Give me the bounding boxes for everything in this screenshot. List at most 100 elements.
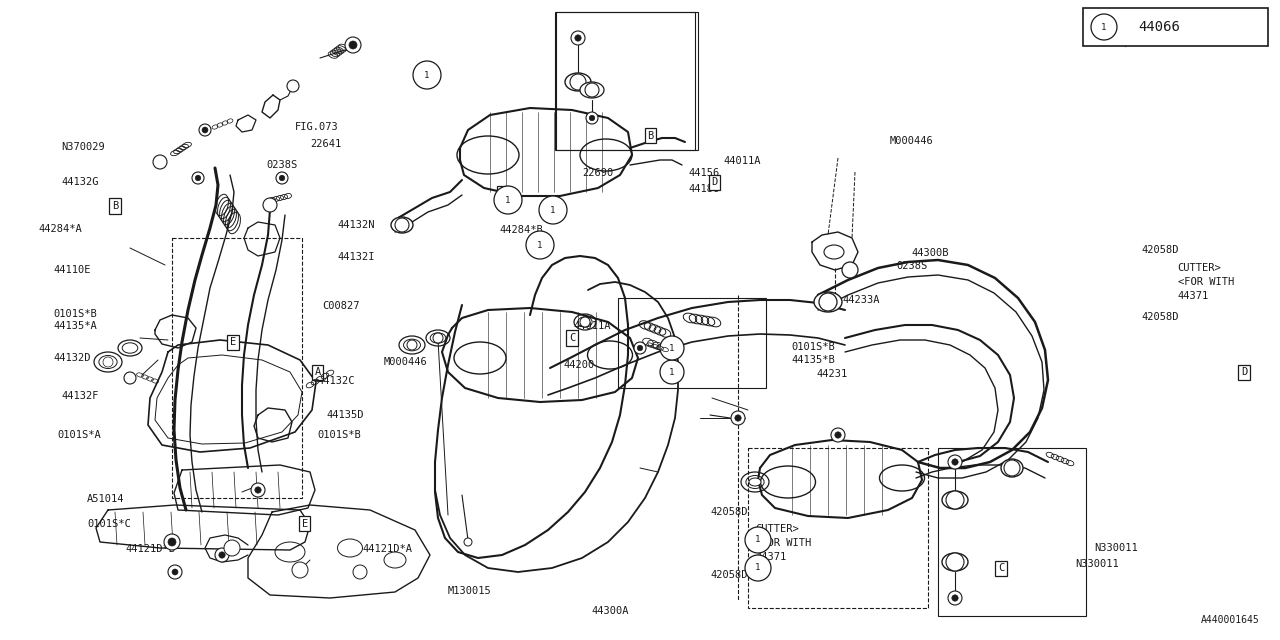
Ellipse shape — [1001, 459, 1023, 477]
Text: A: A — [315, 367, 320, 378]
Text: N330011: N330011 — [1075, 559, 1119, 570]
Circle shape — [124, 372, 136, 384]
Circle shape — [262, 198, 276, 212]
Text: 44156: 44156 — [689, 168, 719, 178]
Text: 44066: 44066 — [1138, 20, 1180, 34]
Circle shape — [196, 175, 201, 180]
Ellipse shape — [942, 491, 968, 509]
Circle shape — [202, 127, 209, 133]
Circle shape — [102, 357, 113, 367]
Ellipse shape — [564, 73, 591, 91]
Circle shape — [634, 342, 646, 354]
Text: 1: 1 — [1101, 22, 1107, 31]
Text: 42058D: 42058D — [1142, 244, 1179, 255]
Text: 0101S*C: 0101S*C — [87, 518, 131, 529]
Text: M000446: M000446 — [384, 356, 428, 367]
Bar — [556, 12, 698, 150]
Circle shape — [831, 428, 845, 442]
Text: 42058D: 42058D — [710, 507, 748, 517]
Circle shape — [580, 317, 590, 327]
Circle shape — [168, 538, 177, 546]
Circle shape — [731, 411, 745, 425]
Circle shape — [571, 31, 585, 45]
Circle shape — [745, 555, 771, 581]
Text: A440001645: A440001645 — [1201, 615, 1260, 625]
Circle shape — [224, 540, 241, 556]
Text: 44371: 44371 — [755, 552, 786, 562]
Text: E: E — [302, 518, 307, 529]
Circle shape — [346, 37, 361, 53]
Bar — [172, 238, 302, 498]
Text: 44135*B: 44135*B — [791, 355, 835, 365]
Circle shape — [168, 565, 182, 579]
Circle shape — [526, 231, 554, 259]
Text: E: E — [230, 337, 236, 348]
Circle shape — [586, 112, 598, 124]
Text: 0101S*B: 0101S*B — [317, 430, 361, 440]
Text: 44284*A: 44284*A — [38, 224, 82, 234]
Circle shape — [948, 591, 963, 605]
Text: 42058D: 42058D — [1142, 312, 1179, 322]
Text: 44132D: 44132D — [54, 353, 91, 364]
Text: 44011A: 44011A — [573, 321, 611, 332]
Circle shape — [215, 548, 229, 562]
Circle shape — [396, 218, 410, 232]
Text: 0101S*B: 0101S*B — [54, 308, 97, 319]
Ellipse shape — [580, 82, 604, 98]
Circle shape — [570, 74, 586, 90]
Circle shape — [952, 595, 959, 601]
Text: 44135*A: 44135*A — [54, 321, 97, 332]
Text: 44121D*B: 44121D*B — [125, 544, 175, 554]
Circle shape — [413, 61, 442, 89]
Bar — [618, 298, 765, 388]
Text: B: B — [113, 201, 118, 211]
Circle shape — [1004, 460, 1020, 476]
Circle shape — [433, 333, 443, 343]
Text: CUTTER>: CUTTER> — [755, 524, 799, 534]
Circle shape — [660, 336, 684, 360]
Text: 0238S: 0238S — [266, 160, 297, 170]
Text: D: D — [1242, 367, 1247, 378]
Text: 22690: 22690 — [582, 168, 613, 178]
Circle shape — [946, 491, 964, 509]
Text: <FOR WITH: <FOR WITH — [1178, 276, 1234, 287]
Text: 44233A: 44233A — [842, 294, 879, 305]
Circle shape — [589, 115, 595, 121]
Circle shape — [255, 487, 261, 493]
Text: 42058D: 42058D — [710, 570, 748, 580]
Text: 44132I: 44132I — [338, 252, 375, 262]
Text: 44011A: 44011A — [723, 156, 760, 166]
Text: 22641: 22641 — [310, 139, 340, 149]
Text: 44284*B: 44284*B — [499, 225, 543, 236]
Text: A: A — [500, 189, 506, 199]
Ellipse shape — [814, 292, 842, 312]
Circle shape — [198, 124, 211, 136]
Circle shape — [279, 175, 284, 180]
Bar — [748, 448, 928, 608]
Bar — [938, 448, 1085, 616]
Text: 44132F: 44132F — [61, 390, 99, 401]
Text: B: B — [648, 131, 653, 141]
Text: M130015: M130015 — [448, 586, 492, 596]
Circle shape — [164, 534, 180, 550]
Text: 1: 1 — [506, 195, 511, 205]
Text: 1: 1 — [550, 205, 556, 214]
Circle shape — [660, 360, 684, 384]
Circle shape — [952, 459, 959, 465]
Circle shape — [292, 562, 308, 578]
Text: 1: 1 — [538, 241, 543, 250]
Circle shape — [585, 83, 599, 97]
Text: N330011: N330011 — [1094, 543, 1138, 553]
Circle shape — [154, 155, 166, 169]
Text: 44200: 44200 — [563, 360, 594, 370]
Circle shape — [407, 340, 417, 350]
Ellipse shape — [942, 553, 968, 571]
Circle shape — [349, 41, 357, 49]
Ellipse shape — [390, 217, 413, 233]
Circle shape — [172, 569, 178, 575]
Text: 0101S*A: 0101S*A — [58, 430, 101, 440]
Text: 44132C: 44132C — [317, 376, 355, 386]
Text: 44135D: 44135D — [326, 410, 364, 420]
Text: 44300B: 44300B — [911, 248, 948, 258]
Circle shape — [219, 552, 225, 558]
